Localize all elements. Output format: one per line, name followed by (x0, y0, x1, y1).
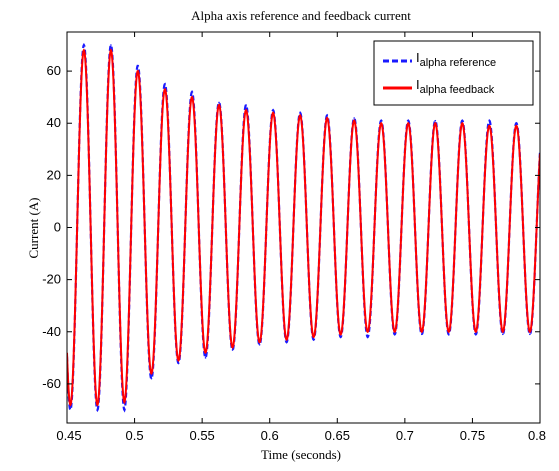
legend-reference-main: I (416, 50, 420, 65)
reference-peak-point (204, 357, 207, 359)
feedback-peak-point (110, 49, 112, 52)
legend-feedback-sub: alpha feedback (420, 84, 495, 96)
reference-peak-point (218, 101, 220, 104)
reference-peak-point (393, 333, 396, 336)
feedback-peak-point (488, 125, 491, 127)
reference-peak-point (272, 109, 274, 111)
reference-peak-point (137, 65, 139, 67)
feedback-peak-point (326, 117, 328, 119)
reference-peak-point (258, 344, 261, 346)
feedback-peak-point (218, 104, 220, 106)
reference-peak-point (312, 338, 315, 341)
reference-peak-point (285, 341, 288, 343)
x-axis-label: Time (seconds) (261, 447, 341, 462)
reference-peak-point (299, 112, 301, 114)
reference-peak-point (231, 349, 234, 351)
series-feedback-line (67, 48, 540, 407)
legend-reference-sub: alpha reference (420, 57, 496, 69)
y-tick-label: -20 (42, 272, 61, 287)
feedback-peak-point (191, 96, 193, 98)
feedback-peak-point (475, 330, 477, 333)
x-tick-label: 0.7 (396, 428, 414, 443)
reference-peak-point (447, 333, 450, 336)
x-tick-label: 0.65 (325, 428, 350, 443)
reference-peak-point (177, 362, 180, 364)
x-tick-label: 0.6 (261, 428, 279, 443)
legend-box (373, 40, 534, 106)
feedback-peak-point (245, 109, 247, 111)
reference-peak-point (110, 44, 112, 46)
feedback-peak-point (83, 49, 85, 52)
legend-feedback-main: I (416, 77, 420, 92)
reference-peak-point (420, 333, 423, 336)
x-tick-label: 0.5 (126, 428, 144, 443)
reference-peak-point (83, 44, 85, 46)
chart-title: Alpha axis reference and feedback curren… (191, 8, 411, 23)
feedback-peak-point (515, 125, 518, 127)
reference-peak-point (326, 114, 328, 117)
feedback-peak-point (502, 330, 504, 333)
legend: Ialpha reference Ialpha feedback (373, 40, 534, 106)
y-axis-label: Current (A) (26, 197, 41, 258)
reference-peak-point (515, 122, 518, 125)
reference-peak-point (407, 119, 410, 122)
reference-peak-point (380, 119, 383, 122)
feedback-peak-point (285, 338, 288, 341)
reference-peak-point (461, 119, 464, 122)
y-tick-label: -40 (42, 324, 61, 339)
reference-peak-point (353, 117, 355, 119)
y-tick-label: 20 (47, 167, 61, 182)
series-layer (67, 42, 540, 413)
feedback-peak-point (123, 401, 126, 403)
y-tick-label: 0 (54, 220, 61, 235)
reference-peak-point (366, 336, 369, 338)
x-axis: 0.45 0.5 0.55 0.6 0.65 0.7 0.75 0.8 (56, 32, 546, 443)
feedback-peak-point (393, 330, 396, 333)
feedback-peak-point (434, 122, 437, 125)
feedback-peak-point (204, 351, 207, 354)
y-axis: 60 40 20 0 -20 -40 -60 (42, 63, 540, 391)
reference-peak-point (164, 83, 166, 85)
feedback-peak-point (96, 403, 99, 406)
feedback-peak-point (299, 114, 301, 117)
legend-entry-feedback: Ialpha feedback (416, 77, 495, 96)
feedback-peak-point (420, 330, 423, 333)
feedback-peak-point (231, 346, 234, 349)
x-tick-label: 0.45 (56, 428, 81, 443)
reference-peak-point (245, 104, 247, 106)
feedback-peak-point (177, 359, 180, 362)
feedback-peak-point (164, 88, 166, 91)
feedback-peak-point (312, 336, 315, 338)
feedback-peak-point (150, 372, 153, 375)
reference-peak-point (123, 409, 126, 411)
reference-peak-point (475, 333, 477, 336)
reference-peak-point (96, 409, 99, 411)
reference-peak-point (529, 333, 531, 336)
reference-peak-point (150, 377, 153, 380)
reference-peak-point (434, 119, 437, 122)
legend-entry-reference: Ialpha reference (416, 50, 496, 69)
feedback-peak-point (529, 330, 531, 333)
y-tick-label: 60 (47, 63, 61, 78)
feedback-peak-point (353, 119, 355, 122)
reference-peak-point (502, 333, 504, 336)
reference-peak-point (191, 91, 193, 93)
feedback-peak-point (461, 122, 464, 125)
x-tick-label: 0.8 (528, 428, 546, 443)
reference-peak-point (339, 336, 342, 338)
feedback-peak-point (258, 341, 261, 343)
feedback-peak-point (407, 122, 410, 125)
feedback-peak-point (366, 330, 369, 333)
feedback-peak-point (380, 122, 383, 125)
y-tick-label: 40 (47, 115, 61, 130)
x-tick-label: 0.75 (460, 428, 485, 443)
y-tick-label: -60 (42, 376, 61, 391)
x-tick-label: 0.55 (189, 428, 214, 443)
feedback-peak-point (272, 112, 274, 114)
reference-peak-point (488, 119, 491, 122)
feedback-peak-point (137, 70, 139, 72)
feedback-peak-point (339, 333, 342, 336)
feedback-peak-point (447, 330, 450, 333)
